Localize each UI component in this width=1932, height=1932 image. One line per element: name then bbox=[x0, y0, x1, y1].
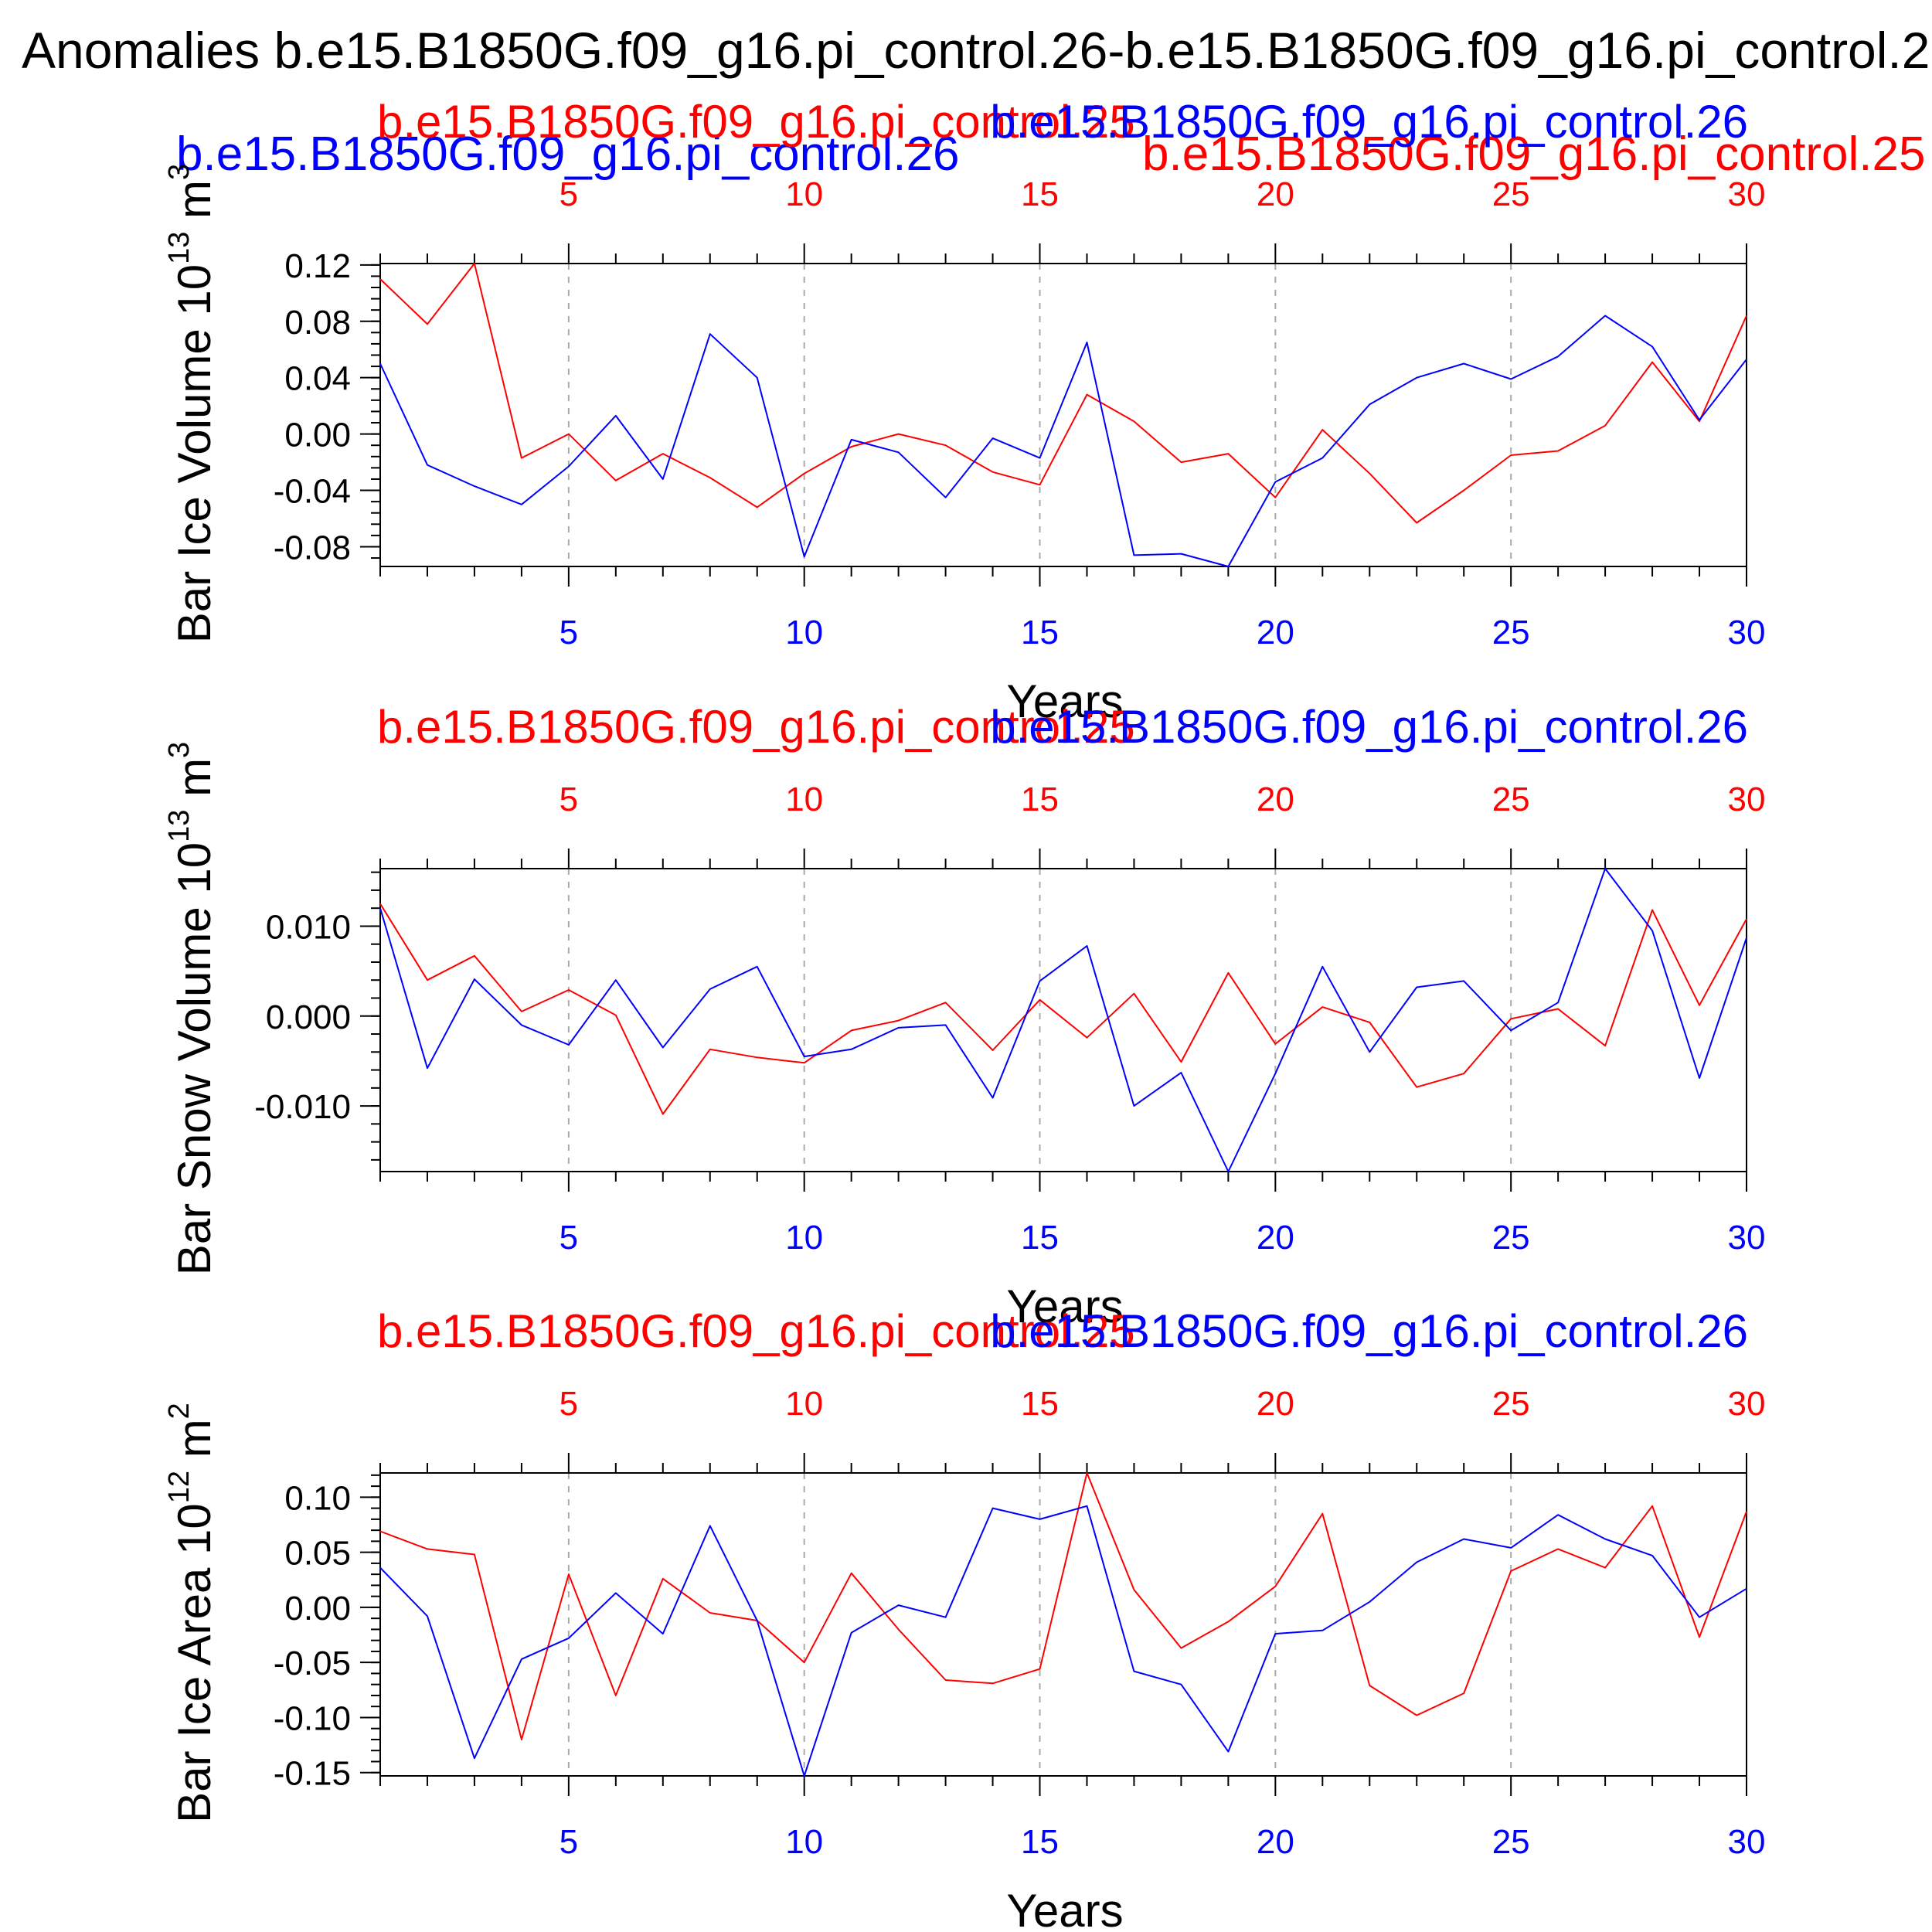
red-run-title: b.e15.B1850G.f09_g16.pi_control.25 bbox=[377, 701, 1135, 753]
x-tick-label-red: 10 bbox=[785, 175, 823, 213]
x-tick-label-blue: 25 bbox=[1492, 1219, 1530, 1257]
x-tick-label-red: 25 bbox=[1492, 175, 1530, 213]
x-tick-label-blue: 5 bbox=[560, 614, 578, 651]
y-tick-label: 0.00 bbox=[284, 417, 351, 454]
y-axis-label-exponent: 12 bbox=[163, 1471, 196, 1503]
x-tick-label-blue: 20 bbox=[1257, 614, 1294, 651]
x-tick-label-red: 20 bbox=[1257, 781, 1294, 818]
series-line-blue bbox=[379, 315, 1747, 567]
x-tick-label-red: 20 bbox=[1257, 175, 1294, 213]
y-axis-label-exponent: 13 bbox=[163, 232, 196, 264]
plot-frame bbox=[379, 868, 1747, 1172]
plot-frame bbox=[379, 1472, 1747, 1777]
x-tick-label-blue: 15 bbox=[1021, 1823, 1059, 1861]
x-tick-label-red: 30 bbox=[1728, 1385, 1766, 1423]
x-axis-label: Years bbox=[1006, 675, 1123, 727]
x-tick-label-red: 10 bbox=[785, 781, 823, 818]
y-tick-label: -0.05 bbox=[274, 1645, 351, 1682]
x-tick-label-red: 5 bbox=[560, 781, 578, 818]
x-tick-label-blue: 15 bbox=[1021, 614, 1059, 651]
x-tick-label-blue: 5 bbox=[560, 1823, 578, 1861]
x-tick-label-blue: 5 bbox=[560, 1219, 578, 1257]
red-run-title: b.e15.B1850G.f09_g16.pi_control.25 bbox=[377, 96, 1135, 148]
x-tick-label-blue: 30 bbox=[1728, 1219, 1766, 1257]
y-axis-label-part: m bbox=[168, 758, 220, 810]
x-tick-label-blue: 10 bbox=[785, 614, 823, 651]
x-tick-label-blue: 25 bbox=[1492, 1823, 1530, 1861]
x-axis-label: Years bbox=[1006, 1281, 1123, 1332]
y-axis-label-part: Bar Ice Area 10 bbox=[168, 1503, 220, 1823]
y-tick-label: -0.15 bbox=[274, 1755, 351, 1793]
y-axis-label: Bar Ice Area 1012 m2 bbox=[163, 1403, 220, 1823]
x-tick-label-red: 25 bbox=[1492, 1385, 1530, 1423]
y-axis-label-part: m bbox=[168, 1419, 220, 1471]
y-tick-label: 0.08 bbox=[284, 304, 351, 342]
x-tick-label-red: 15 bbox=[1021, 175, 1059, 213]
series-line-red bbox=[379, 1472, 1747, 1740]
x-tick-label-blue: 20 bbox=[1257, 1823, 1294, 1861]
y-tick-label: 0.10 bbox=[284, 1479, 351, 1517]
x-tick-label-red: 30 bbox=[1728, 781, 1766, 818]
x-tick-label-red: 10 bbox=[785, 1385, 823, 1423]
y-tick-label: 0.000 bbox=[266, 998, 351, 1036]
x-tick-label-blue: 20 bbox=[1257, 1219, 1294, 1257]
top-right-run-label: b.e15.B1850G.f09_g16.pi_control.25 bbox=[1142, 128, 1925, 181]
chart-panel-2: -0.010 0.000 0.010 5 5 10 10 15 15 20 20 25 25 30 30 b.… bbox=[163, 701, 1765, 1332]
x-tick-label-blue: 30 bbox=[1728, 1823, 1766, 1861]
series-line-red bbox=[379, 903, 1747, 1115]
series-line-blue bbox=[379, 868, 1747, 1172]
blue-run-title: b.e15.B1850G.f09_g16.pi_control.26 bbox=[990, 1305, 1748, 1357]
top-left-run-label: b.e15.B1850G.f09_g16.pi_control.26 bbox=[176, 128, 959, 181]
x-tick-label-blue: 15 bbox=[1021, 1219, 1059, 1257]
blue-run-title: b.e15.B1850G.f09_g16.pi_control.26 bbox=[990, 96, 1748, 148]
x-tick-label-blue: 10 bbox=[785, 1823, 823, 1861]
x-tick-label-red: 30 bbox=[1728, 175, 1766, 213]
x-tick-label-red: 15 bbox=[1021, 1385, 1059, 1423]
y-axis-label: Bar Ice Volume 1013 m3 bbox=[163, 164, 220, 643]
x-tick-label-blue: 30 bbox=[1728, 614, 1766, 651]
chart-panels: -0.08-0.040.000.040.080.1255101015152020… bbox=[163, 96, 1765, 1932]
x-tick-label-red: 25 bbox=[1492, 781, 1530, 818]
blue-run-title: b.e15.B1850G.f09_g16.pi_control.26 bbox=[990, 701, 1748, 753]
x-tick-label-red: 5 bbox=[560, 1385, 578, 1423]
y-tick-label: 0.05 bbox=[284, 1535, 351, 1573]
series-line-red bbox=[379, 263, 1747, 524]
x-tick-label-red: 5 bbox=[560, 175, 578, 213]
y-tick-label: -0.010 bbox=[254, 1088, 351, 1126]
y-tick-label: 0.010 bbox=[266, 908, 351, 946]
y-axis-label-exponent: 13 bbox=[163, 810, 196, 842]
y-axis-label-exponent: 3 bbox=[163, 742, 196, 758]
x-axis-label: Years bbox=[1006, 1885, 1123, 1932]
y-axis-label-part: m bbox=[168, 180, 220, 232]
x-tick-label-blue: 10 bbox=[785, 1219, 823, 1257]
y-tick-label: 0.12 bbox=[284, 247, 351, 285]
x-tick-label-red: 20 bbox=[1257, 1385, 1294, 1423]
x-tick-label-red: 15 bbox=[1021, 781, 1059, 818]
y-tick-label: -0.04 bbox=[274, 473, 351, 511]
y-tick-label: -0.08 bbox=[274, 529, 351, 566]
y-axis-label-part: Bar Ice Volume 10 bbox=[168, 264, 220, 643]
y-axis-label-exponent: 3 bbox=[163, 164, 196, 180]
y-axis-label-part: Bar Snow Volume 10 bbox=[168, 842, 220, 1275]
figure-title: Anomalies b.e15.B1850G.f09_g16.pi_contro… bbox=[22, 22, 1932, 79]
series-line-blue bbox=[379, 1505, 1747, 1777]
y-axis-label-exponent: 2 bbox=[163, 1403, 196, 1419]
y-axis-label: Bar Snow Volume 1013 m3 bbox=[163, 742, 220, 1275]
plot-frame bbox=[379, 263, 1747, 567]
y-tick-label: 0.00 bbox=[284, 1590, 351, 1628]
x-tick-label-blue: 25 bbox=[1492, 614, 1530, 651]
chart-panel-3: -0.15 -0.10 -0.05 0.00 0.05 0.10 5 5 10 10 15 15 20 2… bbox=[163, 1305, 1765, 1932]
y-tick-label: -0.10 bbox=[274, 1699, 351, 1737]
y-tick-label: 0.04 bbox=[284, 360, 351, 398]
chart-panel-1: -0.08 -0.04 0.00 0.04 0.08 0.12 5 5 10 10 15 15 20 20… bbox=[163, 96, 1765, 727]
red-run-title: b.e15.B1850G.f09_g16.pi_control.25 bbox=[377, 1305, 1135, 1357]
